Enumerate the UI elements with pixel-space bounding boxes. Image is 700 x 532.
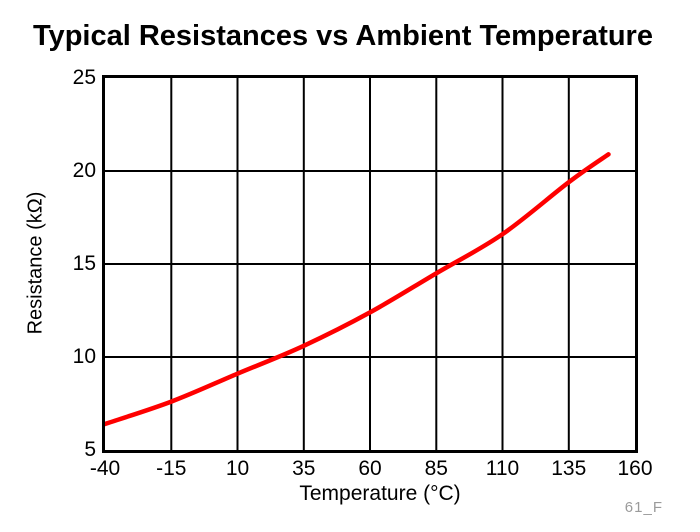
- plot-canvas: [105, 78, 635, 450]
- y-tick-label: 10: [72, 345, 96, 368]
- x-tick-label: 160: [617, 457, 653, 480]
- x-tick-label: -15: [156, 457, 187, 480]
- x-tick-label: 60: [358, 457, 382, 480]
- y-tick-label: 5: [84, 438, 96, 461]
- plot-area: [102, 75, 638, 453]
- x-tick-label: 110: [485, 457, 520, 480]
- chart-title: Typical Resistances vs Ambient Temperatu…: [33, 20, 653, 52]
- x-axis-label: Temperature (°C): [299, 482, 461, 505]
- x-tick-label: -40: [89, 457, 121, 480]
- x-tick-label: 135: [551, 457, 587, 480]
- y-tick-label: 20: [72, 159, 96, 182]
- y-axis-label: Resistance (kΩ): [24, 191, 47, 335]
- x-tick-label: 35: [292, 457, 316, 480]
- typical-resistance-curve: [105, 152, 611, 427]
- y-tick-label: 15: [72, 252, 96, 275]
- y-tick-label: 25: [72, 66, 96, 89]
- figure-number: 61_F: [624, 499, 663, 516]
- x-tick-label: 85: [424, 457, 448, 480]
- x-tick-label: 10: [225, 457, 250, 480]
